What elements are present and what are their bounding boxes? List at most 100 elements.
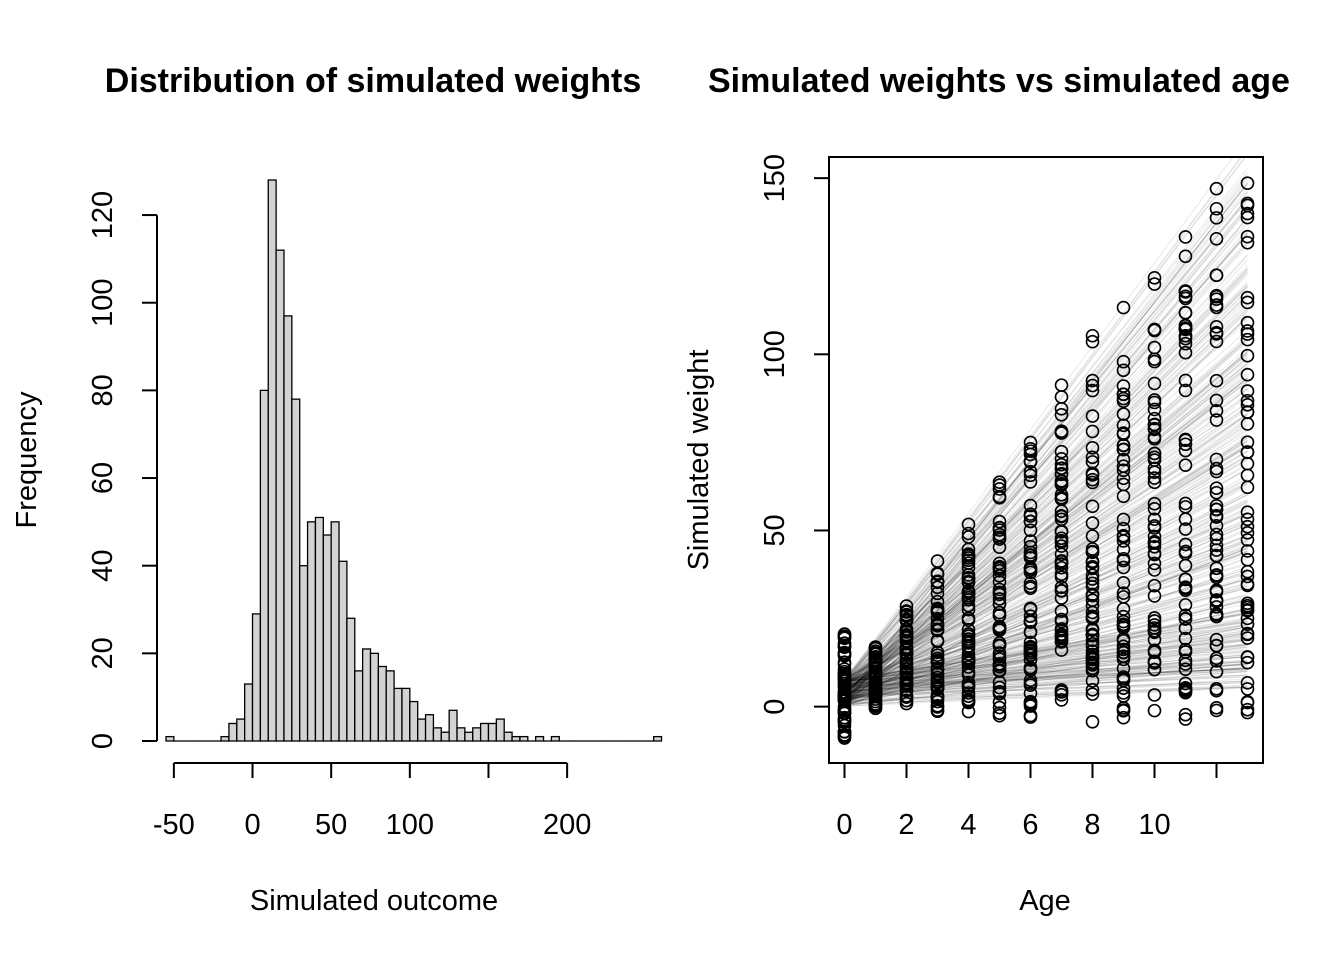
scatter-point	[992, 605, 1007, 620]
scatter-point	[1085, 545, 1100, 560]
scatter-point	[1147, 662, 1162, 677]
scatter-point	[1023, 635, 1038, 650]
histogram-bar	[385, 670, 395, 742]
scatter-point	[1147, 418, 1162, 432]
histogram-y-tick-label: 60	[87, 462, 119, 494]
scatter-point	[1209, 485, 1224, 500]
scatter-point	[1240, 617, 1255, 632]
scatter-point	[1147, 461, 1162, 476]
scatter-point	[1054, 591, 1069, 605]
scatter-point	[868, 640, 883, 655]
scatter-point	[992, 646, 1007, 660]
histogram-bar	[432, 727, 442, 742]
scatter-point	[930, 703, 945, 717]
histogram-bar	[299, 565, 309, 742]
scatter-point	[1116, 394, 1131, 408]
histogram-bar	[354, 670, 364, 742]
scatter-point	[1116, 471, 1131, 486]
scatter-point	[1116, 609, 1131, 624]
scatter-point	[1240, 176, 1255, 190]
scatter-point	[1178, 653, 1193, 668]
scatter-point	[1054, 531, 1069, 546]
histogram-bar	[409, 700, 419, 742]
scatter-point	[899, 624, 914, 638]
scatter-point	[1023, 444, 1038, 458]
scatter-point	[1085, 605, 1100, 620]
scatter-point	[837, 674, 852, 688]
scatter-point	[1116, 387, 1131, 402]
histogram-bar	[417, 718, 427, 742]
scatter-y-axis: 0 50 100 150	[759, 154, 829, 715]
scatter-point	[1209, 231, 1224, 246]
scatter-point	[1023, 661, 1038, 676]
scatter-point	[1178, 572, 1193, 587]
scatter-point	[1178, 322, 1193, 336]
scatter-point	[1209, 664, 1224, 679]
scatter-point	[1178, 676, 1193, 691]
scatter-point	[1147, 271, 1162, 285]
scatter-point	[1209, 682, 1224, 696]
scatter-point	[1178, 662, 1193, 677]
histogram-bar	[401, 687, 411, 742]
scatter-point	[1240, 332, 1255, 347]
scatter-point	[899, 605, 914, 619]
scatter-point	[1054, 614, 1069, 629]
scatter-point	[1178, 544, 1193, 559]
scatter-point	[1023, 464, 1038, 479]
scatter-point	[1240, 384, 1255, 398]
scatter-x-tick-label: 10	[1138, 809, 1170, 841]
scatter-point	[1178, 496, 1193, 511]
scatter-point	[1023, 475, 1038, 489]
scatter-point	[1240, 405, 1255, 420]
scatter-panel: Simulated weights vs simulated age Age S…	[683, 62, 1290, 917]
scatter-point	[1116, 620, 1131, 635]
scatter-point	[1240, 533, 1255, 547]
scatter-point	[1147, 563, 1162, 577]
scatter-point	[1178, 230, 1193, 244]
scatter-point	[1240, 604, 1255, 618]
regression-line	[844, 206, 1248, 681]
scatter-point	[992, 482, 1007, 496]
scatter-point	[1147, 446, 1162, 461]
scatter-point	[1209, 538, 1224, 553]
scatter-point	[1147, 277, 1162, 291]
scatter-point	[1023, 625, 1038, 640]
scatter-point	[1147, 688, 1162, 702]
scatter-point	[1178, 443, 1193, 458]
scatter-point	[1178, 291, 1193, 306]
histogram-x-tick-label: 100	[386, 809, 434, 841]
scatter-point	[992, 489, 1007, 504]
histogram-bar	[283, 315, 293, 742]
scatter-point	[1240, 553, 1255, 567]
scatter-point	[1054, 631, 1069, 646]
scatter-point	[1023, 545, 1038, 560]
scatter-point	[930, 580, 945, 595]
scatter-point	[992, 639, 1007, 653]
scatter-x-tick-label: 4	[960, 809, 976, 841]
scatter-y-axis-label: Simulated weight	[683, 350, 715, 571]
scatter-point	[961, 526, 976, 541]
scatter-point	[1240, 569, 1255, 584]
scatter-point	[992, 597, 1007, 611]
scatter-point	[1054, 604, 1069, 618]
scatter-point	[961, 593, 976, 607]
histogram-bar	[472, 727, 482, 742]
histogram-bar	[291, 398, 301, 742]
scatter-point	[899, 656, 914, 671]
scatter-point	[1085, 472, 1100, 487]
scatter-point	[1178, 336, 1193, 351]
histogram-x-axis: -50 0 50 100 200	[153, 762, 591, 841]
scatter-point	[1085, 682, 1100, 697]
scatter-point	[1054, 476, 1069, 491]
scatter-point	[1240, 512, 1255, 527]
histogram-bar	[519, 735, 529, 742]
scatter-point	[1116, 710, 1131, 725]
scatter-point	[868, 681, 883, 696]
scatter-point	[1116, 426, 1131, 440]
scatter-point	[961, 665, 976, 680]
regression-line	[844, 197, 1248, 688]
scatter-point	[1085, 334, 1100, 349]
scatter-point	[1147, 352, 1162, 366]
scatter-point	[1240, 519, 1255, 534]
scatter-point	[1240, 526, 1255, 540]
